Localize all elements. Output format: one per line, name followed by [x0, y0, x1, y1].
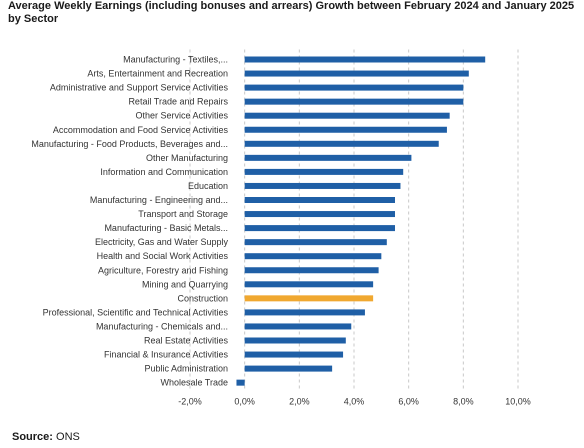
x-tick-label: 2,0% [289, 397, 310, 407]
category-label: Manufacturing - Engineering and... [90, 195, 228, 205]
category-label: Electricity, Gas and Water Supply [95, 237, 229, 247]
category-label: Education [188, 181, 228, 191]
category-label: Retail Trade and Repairs [128, 97, 228, 107]
category-label: Arts, Entertainment and Recreation [87, 69, 228, 79]
bar [244, 295, 374, 302]
bar [244, 182, 401, 189]
source-label: Source: [12, 431, 53, 443]
bar [244, 140, 439, 147]
category-label: Mining and Quarrying [142, 279, 228, 289]
bar [244, 84, 464, 91]
category-label: Health and Social Work Activities [97, 251, 229, 261]
category-label: Professional, Scientific and Technical A… [43, 307, 229, 317]
bar [244, 323, 352, 330]
bar [244, 112, 450, 119]
category-label: Public Administration [144, 364, 228, 374]
category-label: Transport and Storage [138, 209, 228, 219]
bar [244, 98, 464, 105]
x-tick-label: -2,0% [178, 397, 202, 407]
category-label: Accommodation and Food Service Activitie… [53, 125, 229, 135]
category-label: Other Service Activities [135, 111, 228, 121]
category-label: Manufacturing - Chemicals and... [96, 321, 228, 331]
bar [244, 239, 387, 246]
bar [244, 197, 395, 203]
bar [244, 225, 395, 232]
bar [244, 70, 469, 77]
x-tick-label: 4,0% [344, 397, 365, 407]
category-label: Real Estate Activities [144, 336, 229, 346]
category-label: Wholesale Trade [160, 378, 228, 388]
category-label: Manufacturing - Food Products, Beverages… [31, 139, 228, 149]
category-label: Manufacturing - Basic Metals... [104, 223, 228, 233]
bar [244, 309, 365, 316]
bar [236, 379, 245, 386]
x-tick-label: 8,0% [453, 397, 474, 407]
bar [244, 154, 412, 161]
category-label: Information and Communication [100, 167, 228, 177]
category-label: Financial & Insurance Activities [104, 350, 229, 360]
bar [244, 365, 333, 372]
bar [244, 168, 404, 175]
bar [244, 281, 374, 288]
source-value: ONS [56, 431, 80, 443]
bar [244, 56, 486, 63]
bar [244, 126, 447, 133]
category-label: Construction [177, 293, 228, 303]
bar [244, 267, 379, 274]
category-label: Agriculture, Forestry and Fishing [98, 265, 228, 275]
bar [244, 337, 346, 344]
x-tick-label: 6,0% [398, 397, 419, 407]
category-label: Manufacturing - Textiles,... [123, 55, 228, 65]
category-label: Administrative and Support Service Activ… [50, 83, 229, 93]
bar [244, 211, 395, 218]
chart-title: Average Weekly Earnings (including bonus… [8, 0, 575, 25]
bar [244, 253, 382, 260]
bar [244, 351, 344, 358]
x-tick-label: 0,0% [234, 397, 255, 407]
x-tick-label: 10,0% [505, 397, 531, 407]
source-note: Source: ONS [12, 431, 80, 443]
category-label: Other Manufacturing [146, 153, 228, 163]
